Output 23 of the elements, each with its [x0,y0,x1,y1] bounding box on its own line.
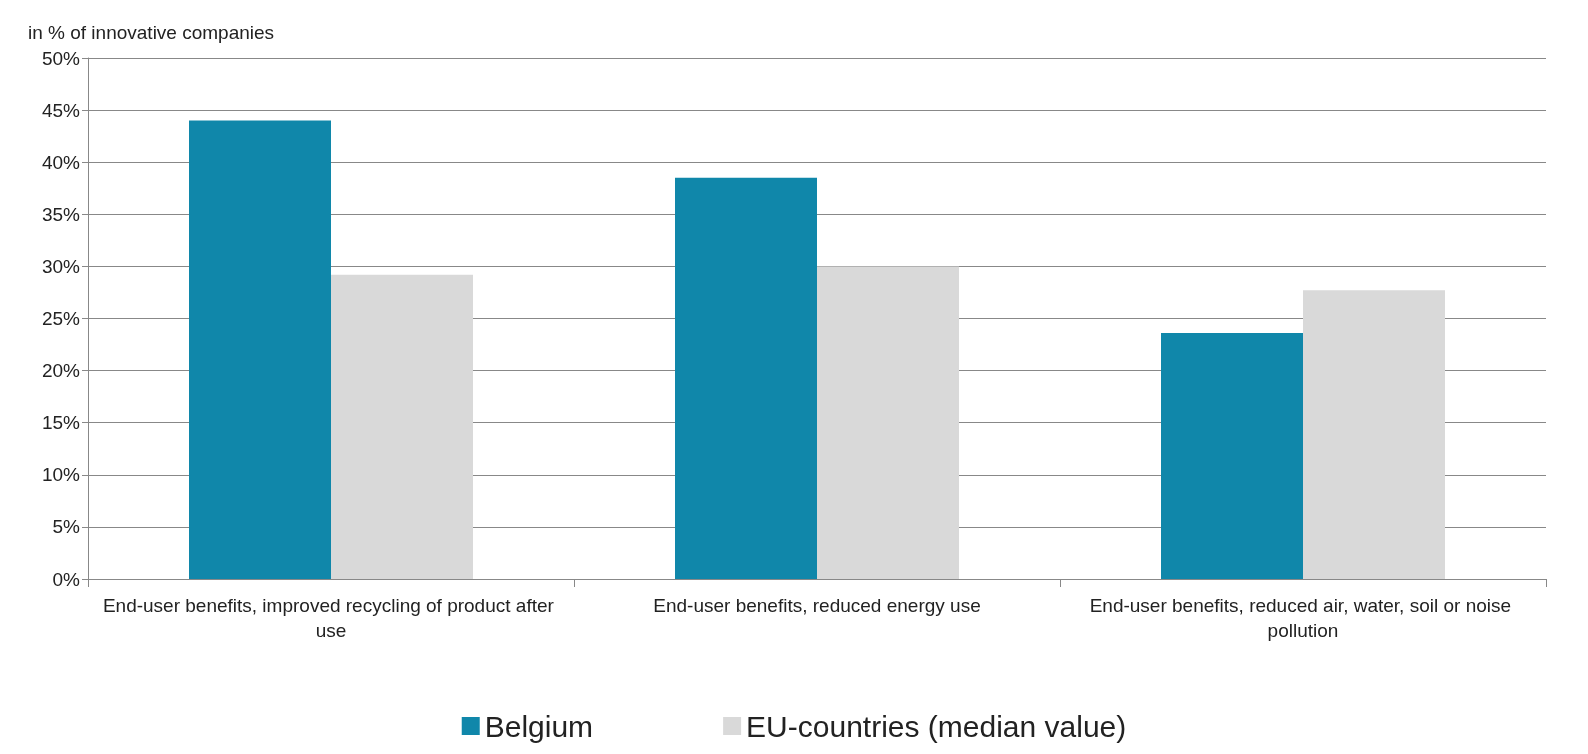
y-tick-label: 35% [41,203,81,225]
y-tick-label: 25% [41,308,81,329]
x-tick-label: End-user benefits, reduced energy use [653,595,981,616]
bar [1161,333,1303,579]
y-tick-label: 50% [41,47,81,69]
y-tick-label: 0% [52,568,81,590]
x-tick-label: End-user benefits, reduced air, water, soil or noise pollution [1089,595,1517,641]
legend-label: EU-countries (median value) [746,709,1127,743]
bar [1303,290,1445,579]
x-tick-label: End-user benefits, improved recycling of product after use [102,595,560,641]
bar [817,266,959,579]
bar [331,274,473,579]
y-tick-label: 45% [41,99,81,121]
y-axis-title: in % of innovative companies [28,22,275,43]
y-tick-label: 15% [41,412,81,434]
y-tick-label: 40% [41,151,81,173]
bar [189,120,331,579]
y-tick-label: 20% [41,360,81,382]
bar [675,177,817,579]
y-tick-label: 10% [41,464,81,486]
y-tick-label: 30% [41,255,81,277]
legend-label: Belgium [484,709,594,743]
y-tick-label: 5% [52,516,81,538]
